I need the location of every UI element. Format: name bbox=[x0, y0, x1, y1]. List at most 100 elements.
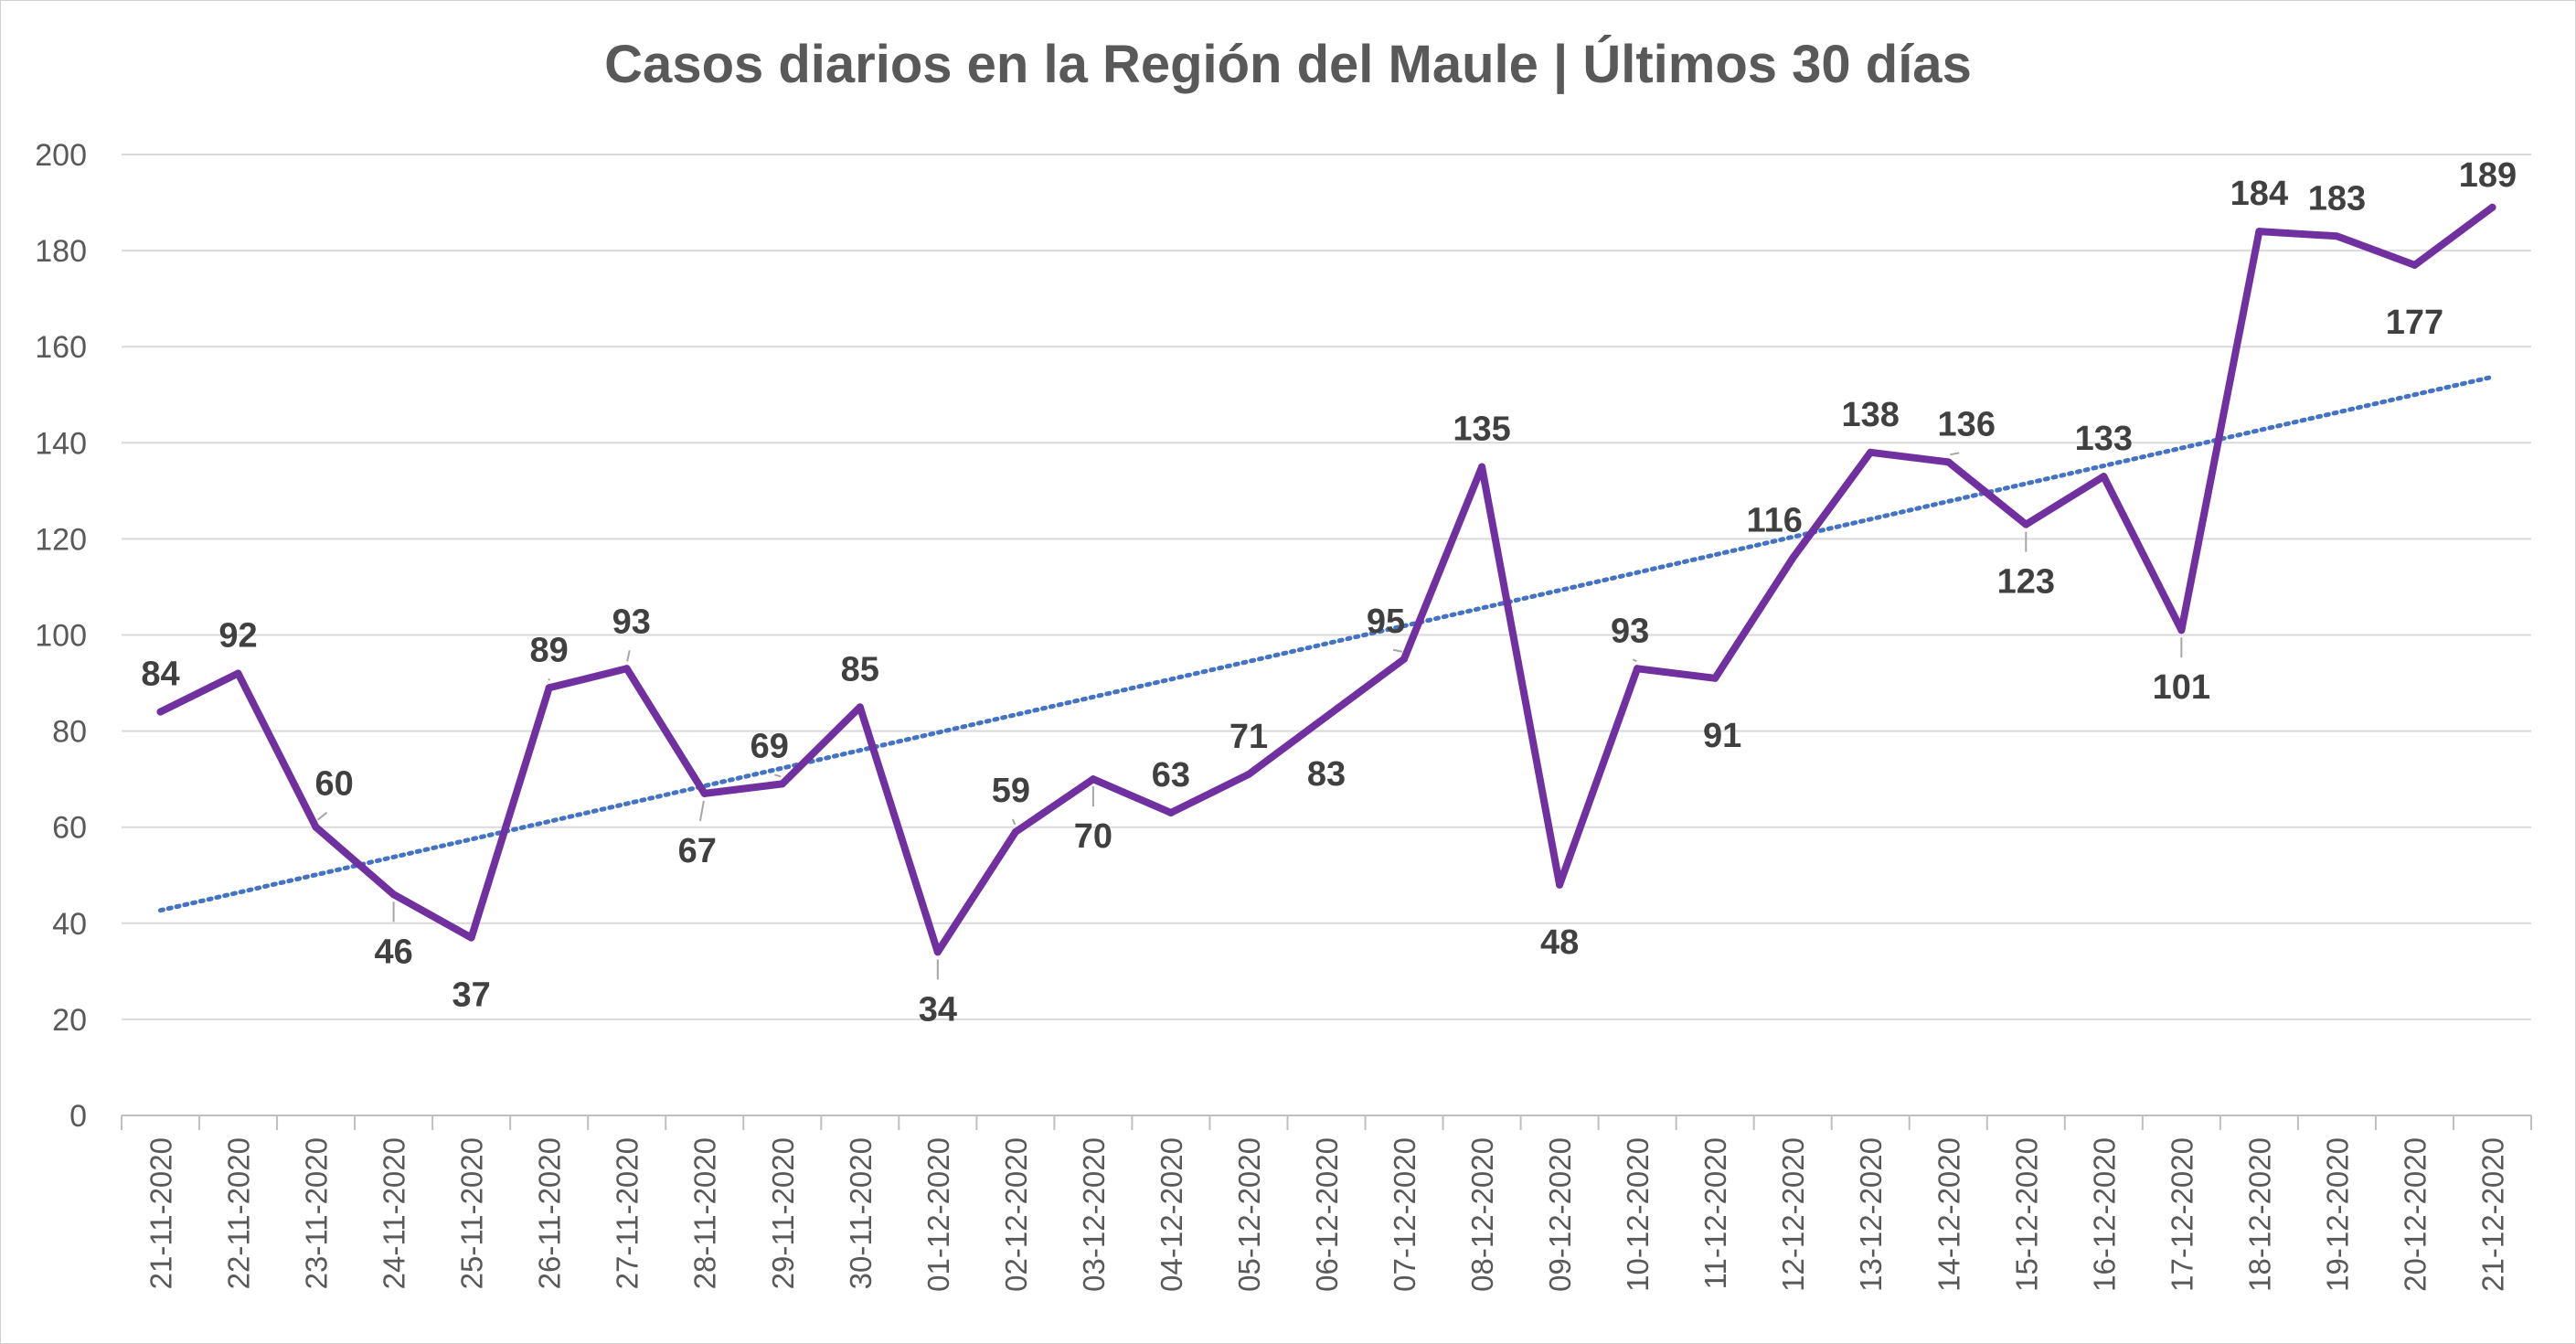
series-line bbox=[156, 203, 2496, 956]
series bbox=[156, 203, 2496, 956]
x-tick-label: 21-12-2020 bbox=[2475, 1137, 2509, 1292]
y-tick-label: 40 bbox=[52, 907, 87, 942]
x-tick-label: 13-12-2020 bbox=[1854, 1137, 1888, 1292]
data-point bbox=[2100, 473, 2108, 481]
x-tick-label: 08-12-2020 bbox=[1465, 1137, 1499, 1292]
x-tick-label: 23-11-2020 bbox=[300, 1137, 334, 1289]
x-tick-label: 21-11-2020 bbox=[144, 1137, 178, 1289]
chart-title: Casos diarios en la Región del Maule | Ú… bbox=[604, 35, 1972, 94]
data-point bbox=[1244, 770, 1252, 778]
x-tick-label: 01-12-2020 bbox=[921, 1137, 955, 1292]
data-point bbox=[545, 684, 553, 692]
x-tick-label: 15-12-2020 bbox=[2009, 1137, 2043, 1292]
x-tick-label: 03-12-2020 bbox=[1077, 1137, 1111, 1292]
label-leader-line bbox=[698, 800, 705, 822]
data-label: 84 bbox=[141, 656, 179, 694]
data-point bbox=[1944, 458, 1953, 466]
label-leader-line bbox=[1950, 452, 1960, 456]
x-tick-label: 07-12-2020 bbox=[1388, 1137, 1421, 1292]
data-point bbox=[312, 823, 320, 831]
x-tick-label: 10-12-2020 bbox=[1621, 1137, 1655, 1292]
data-label: 183 bbox=[2308, 179, 2366, 218]
data-label: 123 bbox=[1997, 563, 2055, 602]
data-label: 93 bbox=[612, 603, 651, 641]
data-labels: 84 92 60 46 37 89 93 67 69 85 34 59 70 63 71 83 95 135 48 9… bbox=[141, 156, 2517, 1029]
data-point bbox=[1634, 665, 1642, 673]
x-tick-label: 06-12-2020 bbox=[1310, 1137, 1344, 1292]
x-tick-label: 12-12-2020 bbox=[1776, 1137, 1810, 1292]
data-label: 69 bbox=[750, 727, 789, 765]
data-label: 91 bbox=[1703, 717, 1741, 755]
x-tick-label: 22-11-2020 bbox=[222, 1137, 256, 1289]
trendline bbox=[158, 374, 2495, 913]
y-tick-label: 120 bbox=[35, 522, 87, 557]
x-tick-label: 20-12-2020 bbox=[2398, 1137, 2432, 1292]
x-tick-label: 26-11-2020 bbox=[533, 1137, 567, 1289]
data-label: 71 bbox=[1229, 718, 1268, 756]
data-point bbox=[156, 708, 165, 716]
data-point bbox=[1478, 463, 1486, 471]
data-label: 189 bbox=[2459, 156, 2517, 195]
label-leader-line bbox=[774, 773, 782, 778]
data-label: 34 bbox=[919, 990, 957, 1029]
data-label: 60 bbox=[314, 765, 353, 804]
x-tick-label: 05-12-2020 bbox=[1232, 1137, 1266, 1292]
x-tick-label: 09-12-2020 bbox=[1543, 1137, 1577, 1292]
data-label: 67 bbox=[678, 832, 717, 870]
data-point bbox=[2255, 228, 2263, 236]
x-tick-label: 28-11-2020 bbox=[688, 1137, 722, 1289]
data-label: 48 bbox=[1540, 923, 1579, 962]
data-label: 89 bbox=[530, 631, 569, 669]
data-point bbox=[2022, 520, 2030, 528]
x-tick-label: 14-12-2020 bbox=[1932, 1137, 1965, 1292]
data-point bbox=[389, 891, 398, 899]
x-tick-label: 02-12-2020 bbox=[999, 1137, 1033, 1292]
x-tick-label: 11-12-2020 bbox=[1698, 1137, 1732, 1289]
data-point bbox=[1166, 808, 1175, 816]
x-tick-label: 29-11-2020 bbox=[766, 1137, 800, 1289]
x-tick-label: 18-12-2020 bbox=[2242, 1137, 2276, 1292]
x-tick-label: 04-12-2020 bbox=[1155, 1137, 1188, 1292]
data-point bbox=[2488, 203, 2496, 211]
data-point bbox=[1711, 674, 1719, 682]
label-leaders bbox=[316, 452, 2183, 980]
data-label: 92 bbox=[218, 617, 257, 656]
y-tick-label: 100 bbox=[35, 619, 87, 654]
data-point bbox=[1789, 554, 1797, 562]
data-label: 93 bbox=[1611, 612, 1649, 650]
data-label: 136 bbox=[1938, 405, 1996, 443]
data-label: 138 bbox=[1842, 396, 1900, 434]
data-label: 116 bbox=[1747, 501, 1803, 539]
data-point bbox=[1556, 880, 1564, 889]
data-point bbox=[1089, 775, 1097, 784]
data-label: 135 bbox=[1453, 411, 1510, 449]
data-label: 177 bbox=[2386, 304, 2443, 342]
x-tick-label: 27-11-2020 bbox=[611, 1137, 644, 1289]
label-leader-line bbox=[1011, 818, 1017, 826]
data-label: 59 bbox=[992, 772, 1030, 810]
data-label: 95 bbox=[1367, 603, 1405, 641]
data-label: 184 bbox=[2230, 175, 2288, 213]
x-tick-label: 17-12-2020 bbox=[2165, 1137, 2198, 1292]
data-point bbox=[856, 703, 864, 711]
label-leader-line bbox=[1632, 658, 1637, 663]
data-point bbox=[1323, 712, 1330, 720]
data-label: 133 bbox=[2075, 420, 2133, 458]
y-tick-label: 160 bbox=[35, 330, 87, 365]
label-leader-line bbox=[316, 811, 328, 821]
x-tick-label: 16-12-2020 bbox=[2087, 1137, 2121, 1292]
x-tick-label: 24-11-2020 bbox=[378, 1137, 411, 1289]
data-label: 70 bbox=[1074, 817, 1112, 856]
data-point bbox=[700, 789, 708, 797]
data-point bbox=[778, 780, 786, 788]
y-tick-label: 140 bbox=[35, 426, 87, 461]
label-leader-line bbox=[1392, 648, 1403, 653]
x-tick-label: 30-11-2020 bbox=[844, 1137, 878, 1289]
data-point bbox=[234, 669, 242, 677]
data-label: 46 bbox=[374, 933, 412, 971]
data-point bbox=[1400, 655, 1409, 663]
y-tick-label: 0 bbox=[69, 1099, 87, 1134]
data-point bbox=[623, 665, 631, 673]
